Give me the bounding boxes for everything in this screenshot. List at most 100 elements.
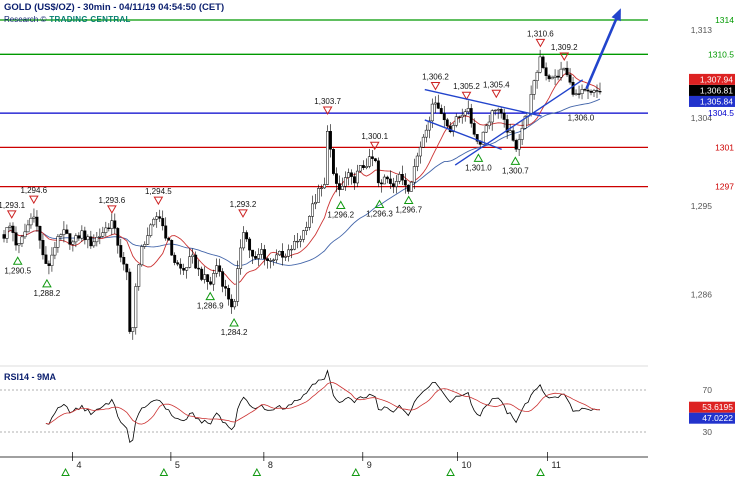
pivot-label: 1,290.5 [4, 266, 31, 275]
rsi-badge [689, 401, 735, 413]
pivot-label: 1,294.6 [20, 186, 47, 195]
level-label-1301: 1301 [715, 142, 734, 152]
pivot-annotations: 1,293.1 1,290.5 1,294.6 1,288.2 1,293.6 1,294… [0, 29, 578, 337]
session-marker-icon [252, 467, 262, 476]
pivot-high-marker [238, 209, 248, 218]
chart-header: GOLD (US$/OZ) - 30min - 04/11/19 04:54:5… [4, 2, 224, 24]
pivot-label: 1,293.2 [230, 200, 257, 209]
trend-line [424, 88, 542, 117]
pivot-label: 1,301.0 [465, 163, 492, 172]
breakout-arrow-head [611, 8, 621, 22]
pivot-label: 1,293.1 [0, 201, 26, 210]
ma-fast-line [3, 72, 601, 285]
pivot-label: 1,296.2 [327, 210, 354, 219]
pivot-high-marker [559, 52, 570, 62]
price-badge [689, 95, 735, 107]
price-badge-label: 1,305.84 [700, 96, 733, 106]
rsi-lines [45, 369, 601, 444]
breakout-arrow-shaft [585, 17, 618, 89]
rsi-badge-label: 47.0222 [702, 413, 733, 423]
pivot-label: 1,286.9 [197, 302, 224, 311]
pivot-label: 1,309.2 [551, 43, 578, 52]
pivot-label: 1,300.7 [502, 166, 529, 175]
level-label-1314: 1314 [715, 15, 734, 25]
pivot-label: 1,310.6 [527, 29, 554, 38]
pivot-high-marker [6, 210, 17, 219]
pivot-low-marker [335, 200, 346, 209]
pivot-label: 1,300.1 [361, 132, 388, 141]
pivot-low-marker [42, 278, 52, 288]
pivot-high-marker [491, 89, 502, 99]
rsi-badge [689, 412, 735, 424]
pivot-high-marker [153, 196, 164, 206]
rsi-ma-line [45, 382, 601, 425]
x-axis-label: 5 [175, 460, 180, 470]
x-axis-label: 9 [367, 460, 372, 470]
candlestick-series [2, 49, 602, 340]
chart-title: GOLD (US$/OZ) - 30min - 04/11/19 04:54:5… [4, 2, 225, 13]
pivot-high-marker [28, 195, 39, 205]
pivot-high-marker [461, 91, 472, 101]
x-axis-label: 10 [462, 460, 472, 470]
brand-name: TRADING CENTRAL [49, 15, 131, 24]
pivot-high-marker [322, 106, 333, 115]
pivot-low-marker [510, 156, 521, 165]
level-label-1297: 1297 [715, 182, 734, 192]
pivot-low-marker [229, 318, 239, 327]
x-axis-label: 11 [552, 460, 561, 470]
rsi-level-label: 30 [703, 427, 713, 437]
price-axis-tick: 1,313 [691, 25, 713, 35]
pivot-label: 1,305.4 [483, 80, 510, 89]
pivot-low-marker [205, 291, 216, 301]
pivot-low-marker [473, 153, 484, 162]
trend-line [454, 79, 584, 166]
price-badge-label: 1,307.94 [700, 74, 733, 84]
rsi-line [45, 369, 601, 444]
price-note-label: 1,306.0 [568, 113, 595, 122]
session-marker-icon [159, 467, 169, 476]
trend-annotations [424, 8, 621, 166]
pivot-label: 1,296.7 [395, 206, 422, 215]
x-axis: 4 5 8 9 10 11 [0, 452, 648, 476]
session-marker-icon [536, 467, 545, 476]
research-label: Research © [4, 15, 47, 24]
level-label-1310.5: 1310.5 [708, 49, 734, 59]
price-badge-label: 1,306.81 [700, 85, 733, 95]
pivot-high-marker [369, 141, 380, 151]
level-label-1304.5: 1304.5 [708, 108, 734, 118]
pivot-label: 1,303.7 [314, 97, 341, 106]
pivot-label: 1,305.2 [453, 82, 480, 91]
rsi-title: RSI14 - 9MA [4, 372, 57, 382]
research-credit: Research © TRADING CENTRAL [4, 15, 224, 24]
pivot-high-marker [535, 38, 546, 48]
session-marker-icon [351, 467, 361, 476]
price-badge [689, 73, 735, 85]
rsi-level-label: 70 [703, 385, 713, 395]
session-marker-icon [446, 467, 455, 476]
trend-line [424, 119, 502, 151]
pivot-label: 1,294.5 [145, 187, 172, 196]
pivot-high-marker [430, 81, 441, 91]
pivot-high-marker [107, 205, 117, 214]
rsi-badge-label: 53.6195 [702, 402, 733, 412]
x-axis-label: 8 [268, 460, 273, 470]
session-marker-icon [61, 467, 70, 476]
price-axis-tick: 1,295 [691, 201, 713, 211]
price-badge [689, 84, 735, 96]
price-axis-tick: 1,286 [691, 289, 713, 299]
pivot-low-marker [12, 256, 23, 265]
pivot-low-marker [403, 195, 414, 205]
pivot-label: 1,284.2 [221, 328, 248, 337]
pivot-low-marker [374, 199, 385, 208]
pivot-label: 1,296.3 [366, 209, 393, 218]
price-badges: 1,307.941,306.811,305.84 [689, 73, 735, 107]
x-axis-label: 4 [77, 460, 82, 470]
price-axis-labels: 1,313 1,304 1,295 1,286 1314 1310.5 1304.5 1301… [691, 15, 735, 299]
pivot-label: 1,288.2 [34, 289, 61, 298]
price-axis-tick: 1,304 [691, 113, 713, 123]
pivot-label: 1,293.6 [99, 196, 126, 205]
moving-averages [3, 72, 601, 285]
